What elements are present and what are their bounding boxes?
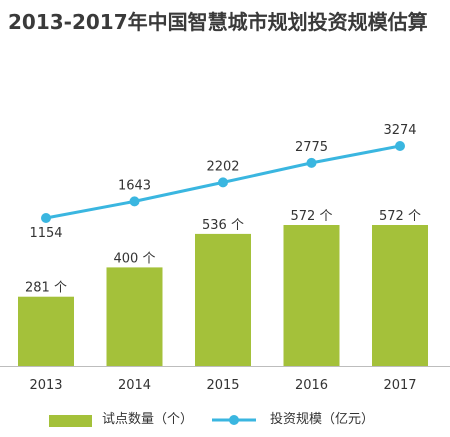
x-tick-label-2014: 2014: [118, 378, 151, 393]
line-value-label-2017: 3274: [383, 123, 416, 138]
bar-2014: [106, 267, 163, 366]
bar-value-label-2014: 400 个: [114, 251, 156, 266]
chart-legend: 试点数量（个） 投资规模（亿元）: [0, 408, 450, 432]
line-value-label-2014: 1643: [118, 178, 151, 193]
line-point-2014: [129, 196, 140, 207]
legend-bar-swatch: [49, 415, 92, 427]
x-tick-label-2017: 2017: [383, 378, 416, 393]
x-tick-label-2015: 2015: [206, 378, 239, 393]
bar-value-label-2017: 572 个: [379, 209, 421, 224]
bar-2016: [283, 225, 340, 366]
line-value-label-2016: 2775: [295, 140, 328, 155]
x-tick-label-2016: 2016: [295, 378, 328, 393]
chart-title: 2013-2017年中国智慧城市规划投资规模估算: [8, 10, 428, 34]
line-point-2015: [218, 177, 228, 188]
legend-line-swatch: [212, 415, 256, 425]
legend-item-bars: 试点数量（个）: [49, 408, 209, 432]
bar-2013: [18, 296, 74, 366]
bar-2015: [195, 233, 251, 366]
line-point-2017: [395, 141, 405, 151]
legend-item-line: 投资规模（亿元）: [212, 408, 412, 432]
line-point-2016: [306, 157, 317, 168]
bar-value-label-2015: 536 个: [202, 218, 244, 233]
line-value-label-2015: 2202: [206, 159, 239, 174]
bar-2017: [372, 225, 428, 366]
bar-value-label-2016: 572 个: [291, 209, 333, 224]
legend-line-label: 投资规模（亿元）: [270, 412, 375, 427]
line-value-label-2013: 1154: [29, 226, 62, 241]
bar-value-label-2013: 281 个: [25, 281, 67, 296]
legend-bars-label: 试点数量（个）: [102, 412, 194, 427]
x-tick-label-2013: 2013: [29, 378, 62, 393]
line-point-2013: [41, 213, 51, 223]
